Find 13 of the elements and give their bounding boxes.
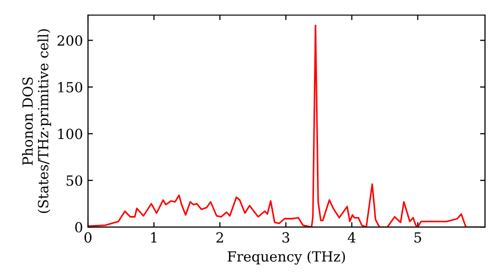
x-tick-label: 0	[84, 232, 92, 243]
x-tick-label: 4	[348, 232, 356, 242]
y-tick-label: 50	[66, 175, 82, 186]
y-tick-label: 100	[58, 128, 82, 140]
x-tick-label: 5	[414, 232, 422, 243]
y-tick-label: 150	[58, 82, 82, 92]
y-tick-label: 200	[58, 35, 82, 46]
x-tick-label: 2	[216, 232, 223, 242]
x-tick-label: 3	[282, 232, 290, 243]
x-axis-title: Frequency (THz)	[228, 250, 345, 265]
y-tick-label: 0	[75, 222, 82, 233]
x-tick-label: 1	[151, 232, 156, 242]
y-axis-title: Phonon DOS (States/THz·primitive cell)	[22, 29, 52, 213]
